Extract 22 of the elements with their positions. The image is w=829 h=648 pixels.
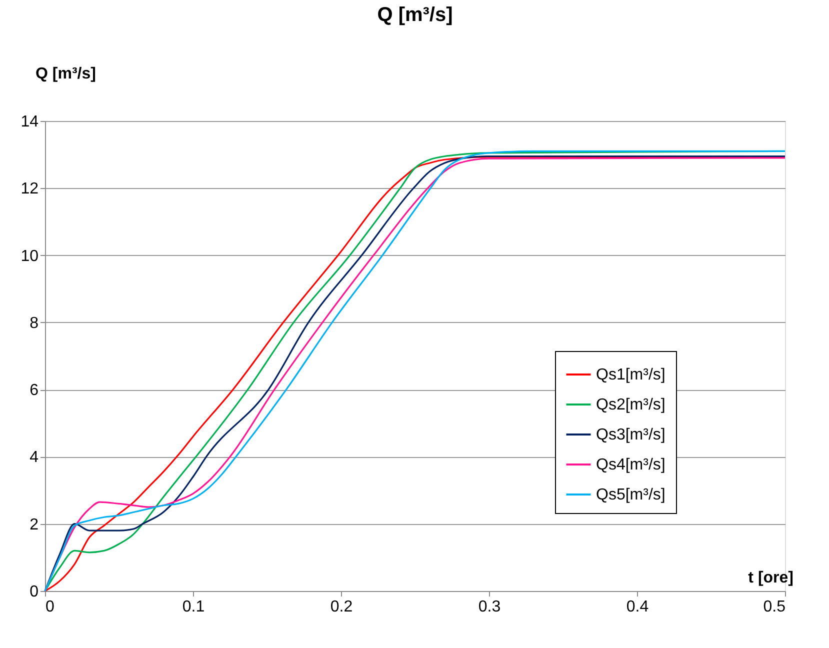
y-tick-label: 14	[20, 114, 39, 130]
y-tick-label: 8	[30, 314, 39, 332]
legend-label: Qs3[m³/s]	[596, 426, 666, 444]
y-tick-label: 4	[30, 449, 39, 466]
legend-label: Qs2[m³/s]	[596, 396, 666, 414]
y-tick-label: 12	[20, 180, 39, 198]
x-tick-label: 0.1	[182, 598, 205, 616]
x-tick-label: 0.4	[626, 598, 649, 616]
x-tick-label: 0.2	[330, 598, 353, 616]
y-tick-label: 6	[30, 382, 39, 400]
legend-label: Qs5[m³/s]	[596, 486, 666, 504]
chart-title: Q [m³/s]	[377, 4, 453, 26]
y-tick-label: 10	[20, 248, 39, 265]
legend-label: Qs4[m³/s]	[596, 456, 666, 474]
x-axis-title: t [ore]	[748, 570, 794, 586]
y-tick-label: 0	[30, 584, 39, 600]
x-tick-label: 0	[46, 598, 54, 616]
y-axis-title: Q [m³/s]	[36, 66, 96, 82]
legend-label: Qs1[m³/s]	[596, 366, 666, 384]
x-tick-label: 0.3	[478, 598, 501, 616]
x-tick-label: 0.5	[763, 598, 786, 616]
y-tick-label: 2	[30, 516, 39, 534]
